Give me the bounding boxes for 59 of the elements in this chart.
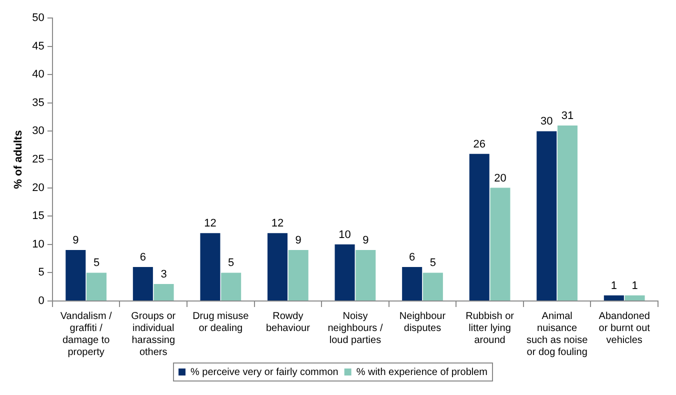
data-label: 26 (473, 138, 486, 150)
x-tick-label: Noisy neighbours / loud parties (328, 310, 383, 346)
y-tick-label: 30 (32, 125, 44, 138)
bar (86, 272, 107, 300)
data-label: 5 (430, 257, 436, 270)
data-label: 31 (561, 110, 574, 122)
x-tick-label: Abandoned or burnt out vehicles (598, 310, 650, 346)
data-label: 9 (295, 234, 302, 247)
legend-label: % perceive very or fairly common (190, 366, 338, 378)
x-tick-label: Groups or individual harassing others (131, 310, 176, 358)
x-tick-label: Vandalism / graffiti / damage to property (60, 310, 112, 358)
y-tick-label: 15 (32, 210, 44, 222)
data-label: 5 (228, 257, 234, 270)
bar (221, 272, 242, 300)
data-label: 20 (494, 172, 506, 184)
bar (66, 250, 86, 300)
data-label: 30 (540, 116, 553, 128)
bar (469, 154, 490, 300)
bar (490, 188, 510, 300)
bar (288, 250, 308, 300)
y-tick-label: 35 (32, 96, 44, 109)
bar (334, 244, 355, 300)
x-tick-label: Neighbour disputes (399, 310, 446, 334)
bar (402, 267, 422, 300)
x-tick-label: Rowdy behaviour (266, 310, 311, 334)
data-label: 6 (140, 252, 146, 264)
bar (154, 284, 174, 300)
bar (422, 272, 443, 300)
y-tick-label: 20 (32, 182, 44, 194)
x-tick-label: Animal nuisance such as noise or dog fouling (526, 310, 588, 358)
bar (604, 295, 624, 300)
bar (536, 131, 557, 300)
bar (624, 295, 645, 300)
data-label: 12 (204, 218, 216, 230)
x-tick-label: Rubbish or litter lying around (466, 310, 515, 346)
legend-label: % with experience of problem (356, 366, 488, 378)
bar (356, 250, 376, 300)
data-label: 9 (362, 234, 369, 247)
x-tick-label: Drug misuse or dealing (192, 310, 250, 334)
data-label: 1 (632, 280, 638, 292)
data-label: 10 (338, 228, 351, 241)
bar (132, 267, 153, 300)
data-label: 9 (72, 234, 79, 247)
y-axis-title: % of adults (12, 130, 25, 189)
bar (557, 126, 578, 300)
data-label: 3 (160, 268, 167, 281)
bar (200, 233, 220, 300)
y-tick-label: 25 (32, 154, 44, 166)
y-tick-label: 0 (38, 295, 44, 308)
bar (267, 233, 288, 300)
y-tick-label: 50 (32, 12, 44, 24)
y-tick-label: 45 (32, 40, 44, 52)
data-label: 12 (271, 218, 284, 230)
y-tick-label: 5 (38, 266, 44, 279)
y-tick-label: 10 (32, 238, 44, 250)
y-tick-label: 40 (32, 68, 44, 81)
data-label: 6 (409, 252, 416, 264)
data-label: 1 (610, 280, 617, 292)
data-label: 5 (93, 257, 100, 270)
